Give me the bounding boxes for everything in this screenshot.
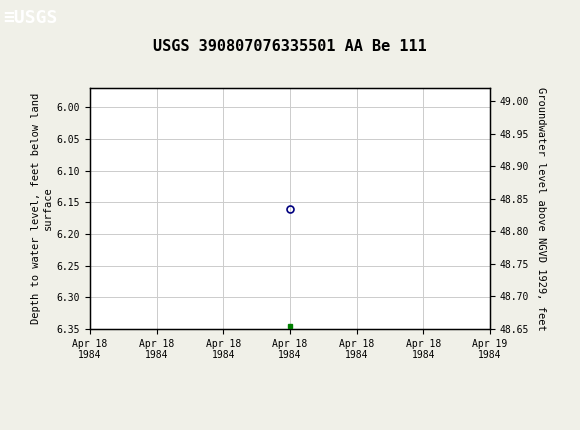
Y-axis label: Depth to water level, feet below land
surface: Depth to water level, feet below land su…	[31, 93, 53, 324]
Y-axis label: Groundwater level above NGVD 1929, feet: Groundwater level above NGVD 1929, feet	[536, 87, 546, 330]
Text: ≡USGS: ≡USGS	[3, 9, 57, 27]
Text: USGS 390807076335501 AA Be 111: USGS 390807076335501 AA Be 111	[153, 39, 427, 54]
